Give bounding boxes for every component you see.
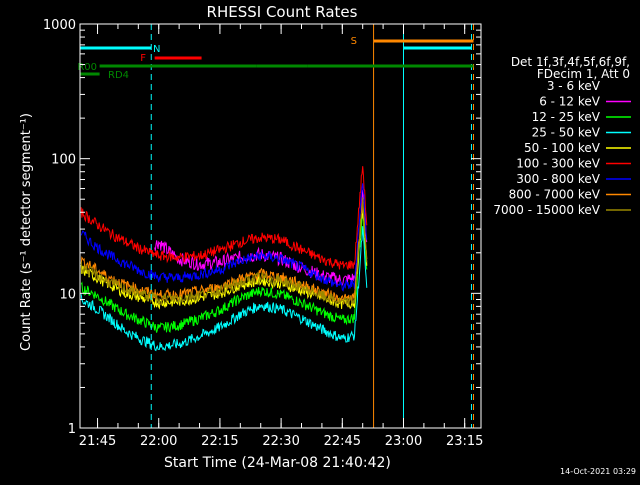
x-tick-label: 22:15 xyxy=(201,434,238,449)
y-tick-label: 100 xyxy=(51,153,76,168)
y-axis-label: Count Rate (s⁻¹ detector segment⁻¹) xyxy=(19,113,34,351)
state-bar-label: N xyxy=(153,44,160,55)
series-line xyxy=(80,226,368,352)
chart-title: RHESSI Count Rates xyxy=(207,3,358,21)
legend-entry-label: 100 - 300 keV xyxy=(516,157,600,171)
x-axis-label: Start Time (24-Mar-08 21:40:42) xyxy=(164,455,391,471)
state-bar-label: F xyxy=(140,53,146,64)
legend-entry-label: 50 - 100 keV xyxy=(524,141,601,155)
x-tick-label: 23:00 xyxy=(385,434,422,449)
legend-entry-label: 800 - 7000 keV xyxy=(509,188,601,202)
plot-frame xyxy=(79,23,482,429)
legend-entry-label: 3 - 6 keV xyxy=(547,79,601,93)
render-timestamp: 14-Oct-2021 03:29 xyxy=(560,467,636,476)
x-tick-label: 21:45 xyxy=(79,434,116,449)
x-tick-label: 22:45 xyxy=(324,434,361,449)
series-line xyxy=(80,166,368,270)
series-layer xyxy=(80,156,368,352)
axis-layer: 1 10 100 1000 21:45 22:00 22:15 22:30 22:45 23:00… xyxy=(43,18,484,449)
state-bar-label: R00 xyxy=(77,62,97,73)
legend-entry-label: 12 - 25 keV xyxy=(532,110,601,124)
x-tick-label: 23:15 xyxy=(446,434,483,449)
x-tick-label: 22:00 xyxy=(140,434,177,449)
legend-header-line: FDecim 1, Att 0 xyxy=(537,67,630,81)
legend-entry-label: 25 - 50 keV xyxy=(532,126,601,140)
y-tick-label: 1 xyxy=(68,422,76,437)
legend-entry-label: 7000 - 15000 keV xyxy=(493,203,600,217)
y-tick-label: 1000 xyxy=(43,18,76,33)
state-bar-label: S xyxy=(351,36,357,47)
series-line xyxy=(80,212,368,333)
state-bar-label: RD4 xyxy=(108,70,129,81)
series-line xyxy=(80,197,368,307)
legend-entry-label: 6 - 12 keV xyxy=(539,95,601,109)
legend-entry-label: 300 - 800 keV xyxy=(516,172,600,186)
legend: Det 1f,3f,4f,5f,6f,9f,FDecim 1, Att 03 -… xyxy=(493,55,631,217)
series-line xyxy=(80,183,368,292)
x-tick-label: 22:30 xyxy=(262,434,299,449)
legend-header-line: Det 1f,3f,4f,5f,6f,9f, xyxy=(511,55,630,69)
y-tick-label: 10 xyxy=(59,287,76,302)
